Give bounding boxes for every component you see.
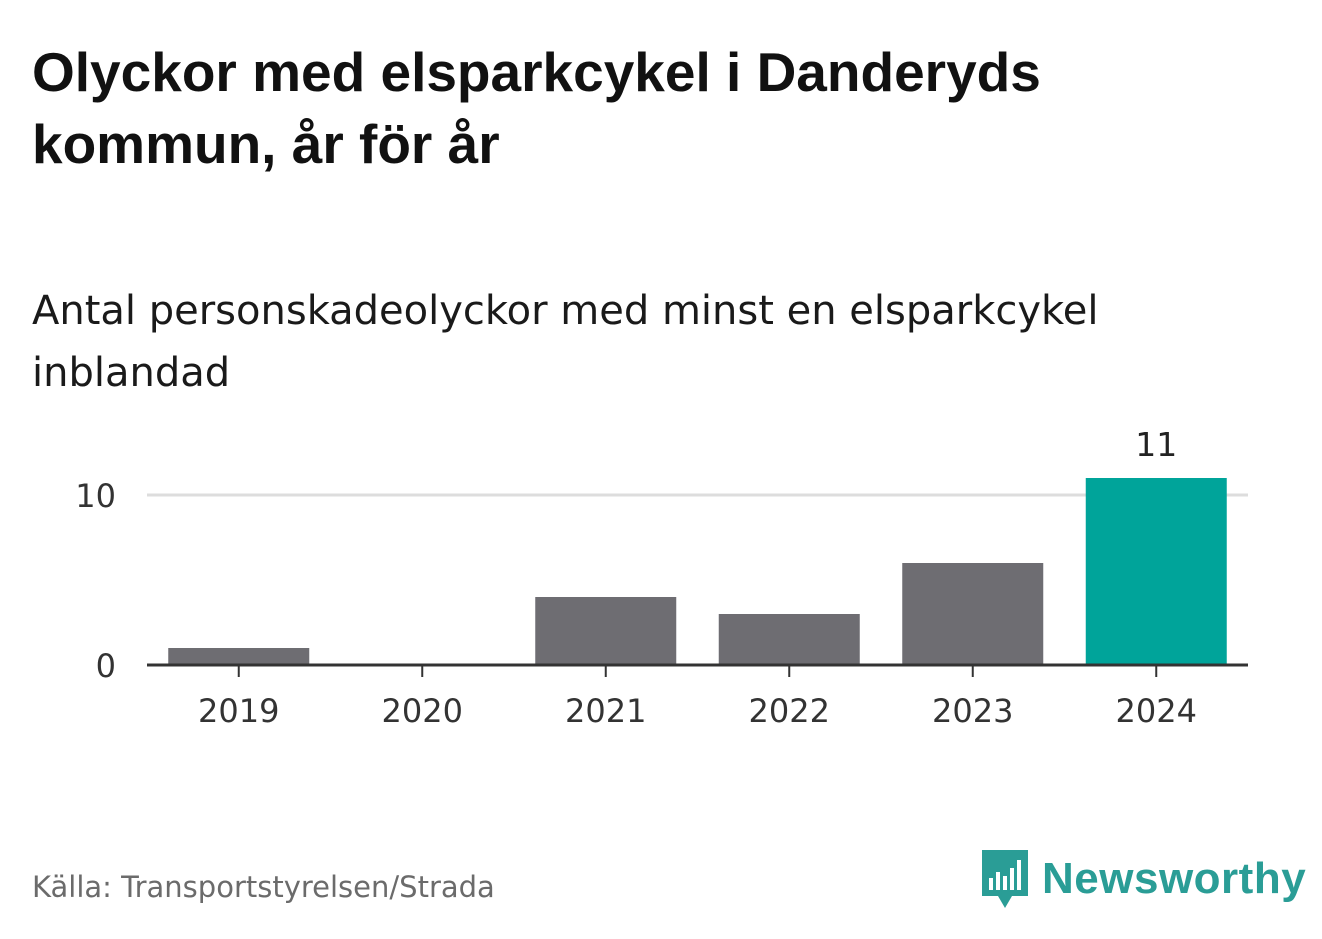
x-tick-label: 2024 [1116,692,1197,730]
brand-name: Newsworthy [1042,854,1307,903]
newsworthy-logo-icon [982,850,1028,908]
brand-logo: Newsworthy [980,848,1306,910]
data-label: 11 [1135,425,1177,464]
bar-chart: 0 10 2019 2020 2021 2022 2023 2024 11 [75,425,1248,730]
y-tick-label: 0 [96,647,116,685]
x-tick-label: 2022 [749,692,830,730]
bar-2019 [168,648,310,665]
x-tick-label: 2021 [565,692,646,730]
chart-subtitle: Antal personskadeolyckor med minst en el… [32,288,1099,396]
source-note: Källa: Transportstyrelsen/Strada [32,870,495,904]
x-tick-label: 2019 [198,692,279,730]
x-tick-label: 2023 [932,692,1013,730]
bar-2022 [718,614,860,665]
bar-2021 [535,597,677,665]
bar-2024 [1085,478,1227,665]
bar-2023 [902,563,1044,665]
x-tick-label: 2020 [382,692,463,730]
chart-title: Olyckor med elsparkcykel i Danderyds kom… [32,41,1041,175]
y-tick-label: 10 [75,477,116,515]
